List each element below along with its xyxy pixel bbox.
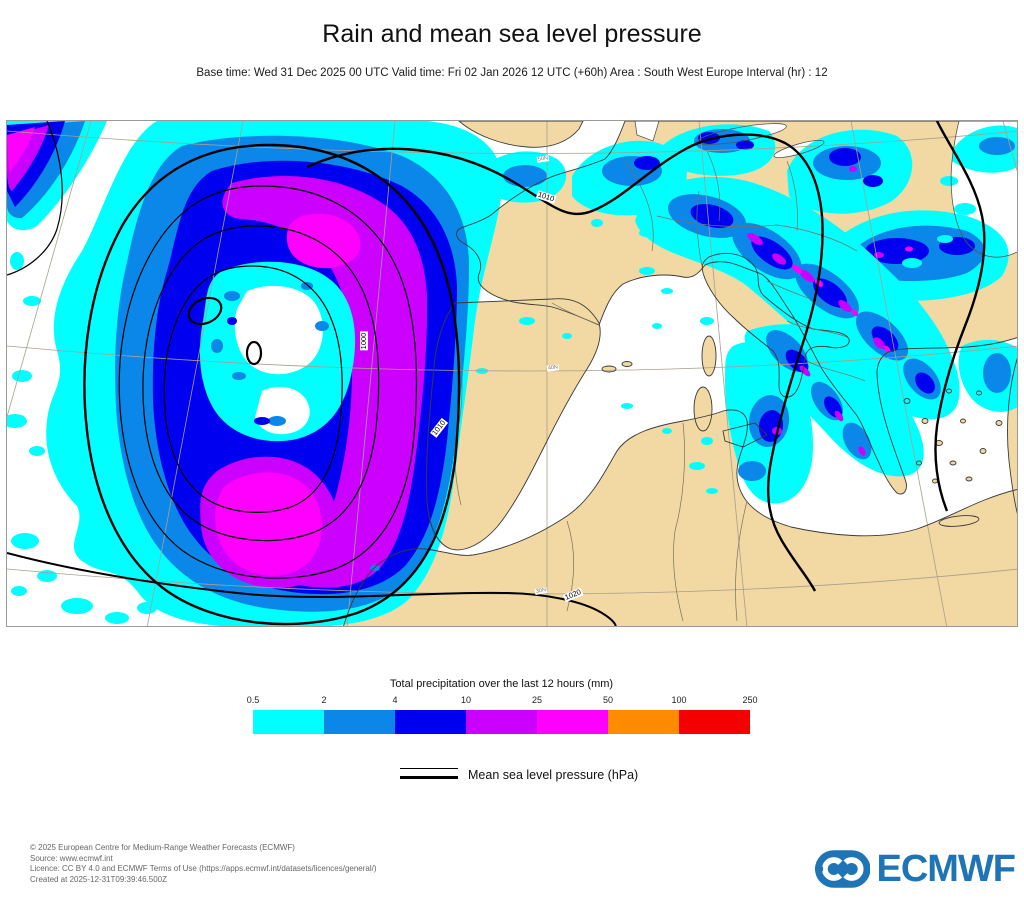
colorbar-segment bbox=[679, 710, 750, 734]
pressure-label-1000: 1000 bbox=[359, 331, 368, 351]
graticule-label-40n: 40N bbox=[546, 364, 560, 372]
colorbar-tick: 10 bbox=[460, 695, 472, 705]
colorbar-tick: 4 bbox=[392, 695, 398, 705]
ecmwf-logo-text: ECMWF bbox=[876, 848, 1016, 890]
map-canvas bbox=[7, 121, 1017, 626]
colorbar-segment bbox=[253, 710, 324, 734]
footer-licence: Licence: CC BY 4.0 and ECMWF Terms of Us… bbox=[30, 864, 377, 873]
footer-created-at: Created at 2025-12-31T09:39:46.500Z bbox=[30, 874, 167, 884]
colorbar-segment bbox=[537, 710, 608, 734]
colorbar-segment bbox=[466, 710, 537, 734]
colorbar-segment bbox=[608, 710, 679, 734]
colorbar-ticks: 0.5 2 4 10 25 50 100 250 bbox=[247, 695, 758, 707]
precipitation-layer bbox=[7, 121, 1017, 626]
colorbar-tick: 250 bbox=[742, 695, 758, 705]
colorbar-segment bbox=[324, 710, 395, 734]
colorbar-segment bbox=[395, 710, 466, 734]
colorbar-tick: 2 bbox=[321, 695, 327, 705]
ecmwf-logo: ECMWF bbox=[815, 846, 1016, 892]
precip-legend-title: Total precipitation over the last 12 hou… bbox=[389, 678, 614, 690]
mslp-legend-label: Mean sea level pressure (hPa) bbox=[468, 768, 639, 782]
footer-source: Source: www.ecmwf.int bbox=[30, 853, 113, 863]
footer-attribution: © 2025 European Centre for Medium-Range … bbox=[30, 843, 377, 885]
precip-colorbar bbox=[253, 710, 750, 734]
pressure-contours bbox=[7, 121, 986, 626]
forecast-subtitle: Base time: Wed 31 Dec 2025 00 UTC Valid … bbox=[196, 67, 828, 79]
mslp-legend: Mean sea level pressure (hPa) bbox=[0, 760, 1024, 792]
ecmwf-emblem-icon bbox=[815, 850, 871, 888]
colorbar-tick: 50 bbox=[602, 695, 614, 705]
weather-map: 1010 1000 1010 1020 50N 40N 30N bbox=[6, 120, 1018, 627]
page-title: Rain and mean sea level pressure bbox=[322, 20, 702, 48]
colorbar-tick: 100 bbox=[671, 695, 687, 705]
footer-copyright: © 2025 European Centre for Medium-Range … bbox=[30, 843, 295, 852]
colorbar-tick: 25 bbox=[531, 695, 543, 705]
pressure-line-symbol bbox=[400, 766, 458, 780]
colorbar-tick: 0.5 bbox=[246, 695, 260, 705]
